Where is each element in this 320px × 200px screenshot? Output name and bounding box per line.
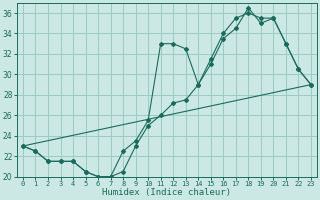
X-axis label: Humidex (Indice chaleur): Humidex (Indice chaleur)	[102, 188, 231, 197]
